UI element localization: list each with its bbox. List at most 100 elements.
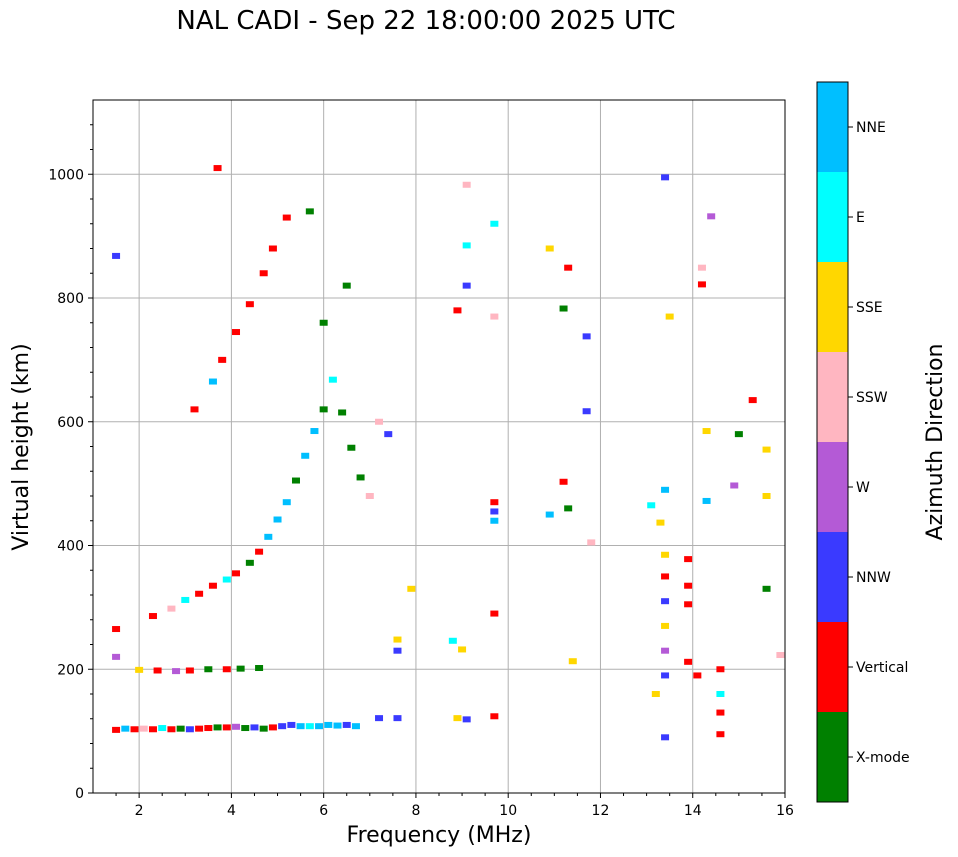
echo-point [222, 666, 231, 673]
echo-point [273, 516, 282, 523]
echo-point [264, 533, 273, 540]
echo-point [130, 726, 139, 733]
x-tick-label: 4 [227, 803, 236, 819]
echo-point [568, 658, 577, 665]
echo-point [204, 666, 213, 673]
echo-point [278, 723, 287, 730]
echo-point [324, 721, 333, 728]
echo-point [661, 573, 670, 580]
echo-point [684, 601, 693, 608]
echo-point [195, 590, 204, 597]
echo-point [684, 658, 693, 665]
echo-point [545, 511, 554, 518]
colorbar-swatch [817, 442, 848, 532]
echo-point [702, 428, 711, 435]
echo-point [190, 406, 199, 413]
echo-point [407, 585, 416, 592]
echo-point [734, 431, 743, 438]
echo-point [462, 716, 471, 723]
echo-point [222, 724, 231, 731]
echo-point [232, 570, 241, 577]
echo-point [139, 725, 148, 732]
colorbar-tick-label: SSE [856, 300, 883, 316]
echo-point [204, 725, 213, 732]
echo-point [393, 715, 402, 722]
colorbar-label: Azimuth Direction [923, 343, 948, 540]
echo-point [665, 313, 674, 320]
echo-point [375, 418, 384, 425]
echo-point [697, 281, 706, 288]
echo-point [287, 721, 296, 728]
echo-point [716, 731, 725, 738]
echo-point [319, 406, 328, 413]
echo-point [232, 723, 241, 730]
echo-point [172, 668, 181, 675]
echo-point [112, 252, 121, 259]
echo-point [351, 723, 360, 730]
echo-point [185, 726, 194, 733]
echo-point [559, 305, 568, 312]
echo-point [153, 667, 162, 674]
echo-point [762, 585, 771, 592]
echo-point [702, 497, 711, 504]
echo-point [112, 626, 121, 633]
echo-point [347, 444, 356, 451]
x-tick-label: 2 [135, 803, 144, 819]
y-tick-label: 600 [57, 415, 84, 431]
echo-point [112, 726, 121, 733]
echo-point [762, 493, 771, 499]
y-tick-label: 1000 [48, 167, 84, 183]
colorbar-swatch [817, 712, 848, 802]
y-tick-label: 800 [57, 291, 84, 307]
plot-area [93, 100, 785, 793]
x-tick-label: 14 [684, 803, 702, 819]
echo-point [333, 722, 342, 729]
echo-point [167, 726, 176, 733]
echo-point [651, 691, 660, 697]
echo-point [490, 220, 499, 227]
echo-point [259, 725, 268, 732]
echo-point [148, 726, 157, 733]
echo-point [208, 378, 217, 385]
echo-point [684, 556, 693, 563]
echo-point [453, 715, 462, 722]
y-tick-label: 0 [75, 786, 84, 802]
echo-point [564, 505, 573, 512]
echo-point [393, 636, 402, 643]
echo-point [490, 517, 499, 524]
echo-point [730, 482, 739, 489]
echo-point [185, 667, 194, 674]
x-tick-label: 10 [499, 803, 517, 819]
colorbar-tick-label: X-mode [856, 750, 910, 766]
echo-point [282, 214, 291, 221]
echo-point [167, 605, 176, 612]
echo-point [365, 493, 374, 499]
echo-point [490, 508, 499, 515]
echo-point [707, 213, 716, 220]
colorbar-swatch [817, 262, 848, 352]
echo-point [112, 653, 121, 660]
echo-point [158, 725, 167, 732]
echo-point [208, 582, 217, 589]
echo-point [716, 709, 725, 716]
echo-point [656, 519, 665, 526]
echo-point [236, 665, 245, 672]
echo-point [393, 647, 402, 654]
colorbar-tick-label: SSW [856, 390, 888, 406]
echo-point [338, 409, 347, 416]
echo-point [716, 691, 725, 697]
echo-point [213, 165, 222, 172]
echo-point [213, 724, 222, 731]
echo-point [342, 282, 351, 289]
echo-point [490, 610, 499, 617]
echo-point [315, 723, 324, 730]
echo-point [661, 647, 670, 654]
echo-point [582, 333, 591, 340]
echo-point [319, 319, 328, 326]
colorbar-swatch [817, 532, 848, 622]
echo-point [250, 724, 259, 731]
echo-point [195, 725, 204, 732]
y-axis-label: Virtual height (km) [9, 343, 34, 550]
echo-point [564, 264, 573, 271]
